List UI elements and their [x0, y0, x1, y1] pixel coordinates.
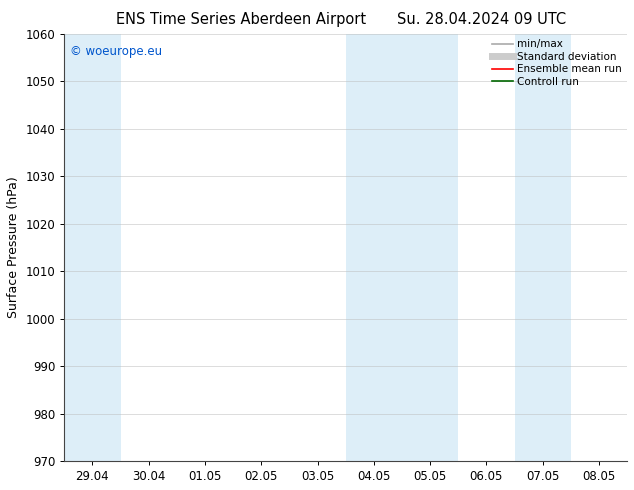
Text: © woeurope.eu: © woeurope.eu: [70, 45, 162, 58]
Legend: min/max, Standard deviation, Ensemble mean run, Controll run: min/max, Standard deviation, Ensemble me…: [489, 36, 625, 90]
Y-axis label: Surface Pressure (hPa): Surface Pressure (hPa): [7, 176, 20, 318]
Bar: [346, 34, 458, 461]
Text: ENS Time Series Aberdeen Airport: ENS Time Series Aberdeen Airport: [116, 12, 366, 27]
Text: Su. 28.04.2024 09 UTC: Su. 28.04.2024 09 UTC: [398, 12, 566, 27]
Bar: [515, 34, 571, 461]
Bar: [64, 34, 120, 461]
